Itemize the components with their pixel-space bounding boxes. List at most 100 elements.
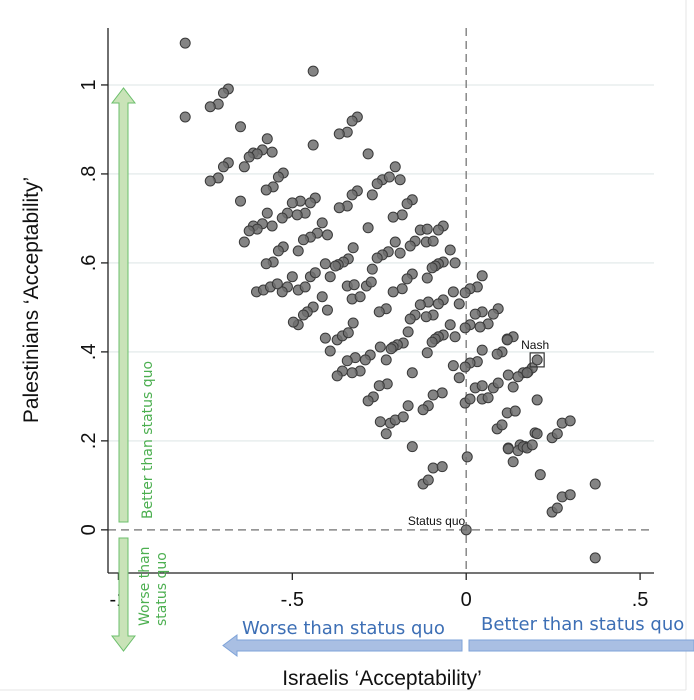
data-point: [394, 174, 406, 186]
data-point: [432, 298, 444, 310]
data-point: [362, 148, 374, 160]
data-point: [502, 443, 514, 455]
data-point: [453, 372, 465, 384]
data-point: [374, 416, 386, 428]
data-point: [460, 524, 472, 536]
data-point: [436, 387, 448, 399]
y-ticks: 0 .2 .4 .6 .8 1: [78, 79, 108, 535]
data-point: [534, 469, 546, 481]
data-point: [427, 235, 439, 247]
data-point: [324, 345, 336, 357]
data-point: [316, 291, 328, 303]
y-tick-label: .4: [78, 344, 100, 361]
data-point: [316, 217, 328, 229]
data-point: [260, 184, 272, 196]
data-point: [406, 441, 418, 453]
status-quo-label: Status quo: [408, 514, 466, 528]
data-point: [272, 245, 284, 257]
data-point: [276, 212, 288, 224]
data-point: [354, 291, 366, 303]
nash-label: Nash: [521, 338, 549, 352]
data-point: [365, 276, 377, 288]
data-point: [359, 354, 371, 366]
data-point: [564, 489, 576, 501]
data-point: [261, 207, 273, 219]
data-point: [564, 415, 576, 427]
data-point: [551, 428, 563, 440]
data-point: [551, 502, 563, 514]
data-point: [531, 394, 543, 406]
data-point: [321, 229, 333, 241]
data-point: [461, 451, 473, 463]
data-point: [421, 272, 433, 284]
data-point: [397, 411, 409, 423]
y-tick-label: .8: [78, 166, 100, 183]
data-point: [387, 211, 399, 223]
data-point: [297, 309, 309, 321]
data-point: [321, 304, 333, 316]
data-point: [487, 308, 499, 320]
data-point: [476, 380, 488, 392]
data-point: [396, 209, 408, 221]
data-point: [271, 278, 283, 290]
data-point: [366, 189, 378, 201]
data-point: [426, 262, 438, 274]
data-point: [387, 286, 399, 298]
data-point: [491, 348, 503, 360]
data-point: [507, 381, 519, 393]
blue-right-bar: [468, 639, 694, 652]
data-point: [291, 209, 303, 221]
data-point: [414, 299, 426, 311]
data-point: [366, 263, 378, 275]
data-point: [389, 236, 401, 248]
data-point: [476, 270, 488, 282]
data-point: [217, 161, 229, 173]
data-point: [501, 334, 513, 346]
data-point: [299, 281, 311, 293]
data-point: [380, 428, 392, 440]
data-point: [362, 222, 374, 234]
data-point: [406, 367, 418, 379]
data-point: [436, 461, 448, 473]
data-point: [492, 377, 504, 389]
data-point: [331, 370, 343, 382]
y-tick-label: 1: [78, 79, 100, 90]
data-point: [496, 419, 508, 431]
data-point: [420, 311, 432, 323]
x-better-than-status-quo-label: Better than status quo: [481, 614, 684, 635]
green-down-arrow: [110, 537, 137, 652]
data-point: [276, 286, 288, 298]
nash-marker-box: [529, 352, 545, 368]
data-point: [235, 121, 247, 133]
data-point: [459, 361, 471, 373]
data-point: [307, 65, 319, 77]
data-point: [389, 161, 401, 173]
data-point: [531, 428, 543, 440]
data-point: [531, 354, 543, 366]
data-point: [272, 171, 284, 183]
data-point: [502, 369, 514, 381]
data-point: [373, 306, 385, 318]
data-point: [362, 395, 374, 407]
data-point: [396, 283, 408, 295]
data-point: [427, 462, 439, 474]
blue-left-arrow: [222, 634, 463, 657]
data-point: [347, 317, 359, 329]
data-point: [444, 244, 456, 256]
y-tick-label: .2: [78, 433, 100, 450]
data-point: [204, 175, 216, 187]
data-point: [371, 252, 383, 264]
data-point: [307, 139, 319, 151]
data-point: [459, 322, 471, 334]
data-point: [319, 258, 331, 270]
data-points: [179, 37, 601, 564]
data-point: [346, 115, 358, 127]
data-point: [427, 389, 439, 401]
x-tick-label: -.5: [281, 589, 304, 611]
data-point: [459, 287, 471, 299]
gridlines: [108, 84, 654, 442]
x-axis-title: Israelis ‘Acceptability’: [282, 667, 482, 690]
data-point: [346, 189, 358, 201]
